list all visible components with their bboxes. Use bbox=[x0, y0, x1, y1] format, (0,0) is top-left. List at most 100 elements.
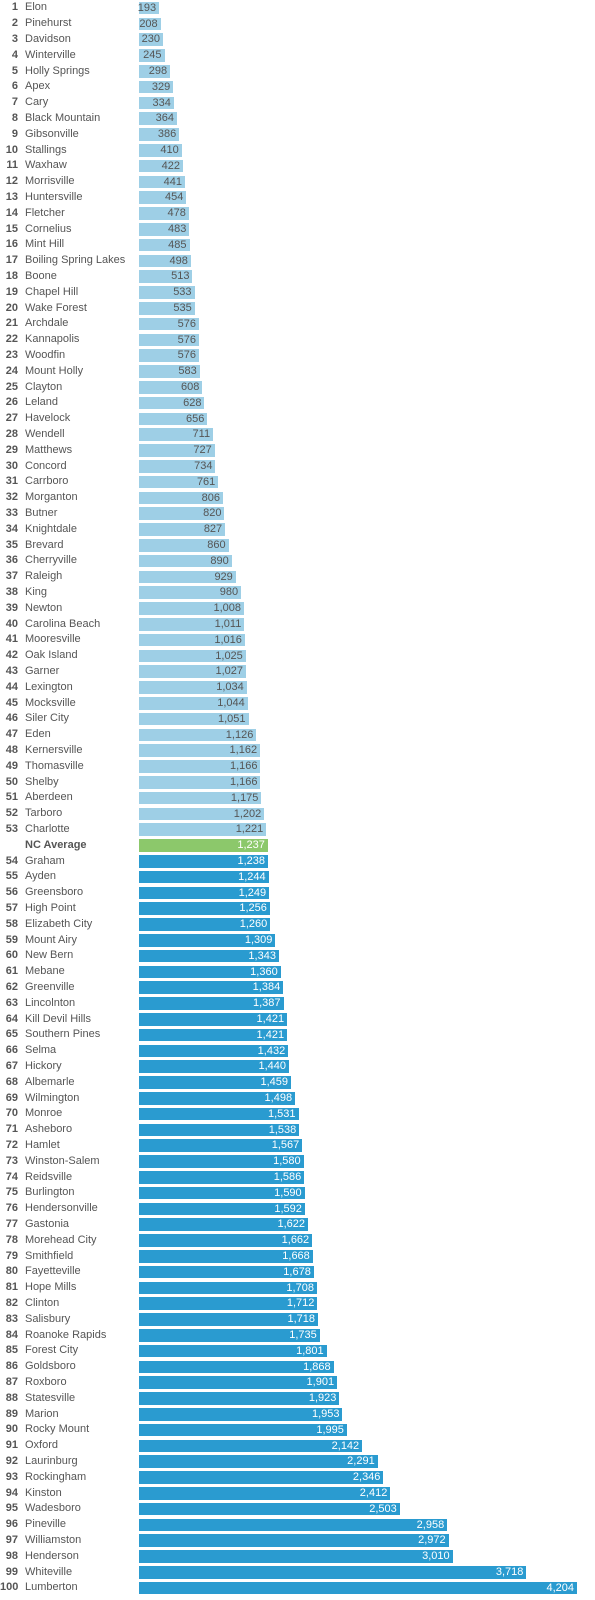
city-row: 55 Ayden 1,244 bbox=[0, 869, 595, 885]
bar bbox=[139, 1439, 363, 1453]
city-row: 36 Cherryville 890 bbox=[0, 553, 595, 569]
bar-value-label: 1,440 bbox=[258, 1060, 287, 1073]
bar-value-label: 608 bbox=[181, 381, 200, 394]
rank-number: 32 bbox=[5, 491, 18, 504]
bar bbox=[139, 934, 276, 947]
bar bbox=[139, 491, 223, 505]
bar-value-label: 2,346 bbox=[352, 1471, 381, 1484]
bar-value-label: 1,801 bbox=[296, 1344, 324, 1357]
city-row: 4 Winterville 245 bbox=[0, 48, 595, 64]
city-name: Carolina Beach bbox=[25, 617, 101, 630]
rank-number: 28 bbox=[5, 427, 18, 440]
city-row: 2 Pinehurst 208 bbox=[0, 16, 595, 32]
rank-number: 8 bbox=[11, 111, 18, 124]
rank-number: 38 bbox=[5, 585, 18, 598]
city-name: Lexington bbox=[25, 680, 73, 693]
rank-number: 60 bbox=[5, 949, 18, 962]
city-row: 22 Kannapolis 576 bbox=[0, 332, 595, 348]
bar-value-label: 1,531 bbox=[267, 1107, 296, 1120]
rank-number: 89 bbox=[5, 1407, 18, 1420]
city-name: Carrboro bbox=[25, 475, 69, 488]
rank-number: 74 bbox=[5, 1170, 18, 1183]
rank-number: 55 bbox=[5, 870, 18, 883]
city-row: 23 Woodfin 576 bbox=[0, 348, 595, 364]
city-name: High Point bbox=[25, 901, 76, 914]
city-row: 68 Albemarle 1,459 bbox=[0, 1075, 595, 1091]
city-name: Chapel Hill bbox=[25, 285, 79, 298]
rank-number: 79 bbox=[5, 1249, 18, 1262]
bar bbox=[139, 1360, 334, 1374]
bar-value-label: 1,126 bbox=[225, 728, 254, 741]
rank-number: 68 bbox=[5, 1075, 18, 1088]
rank-number: 96 bbox=[5, 1518, 18, 1531]
bar bbox=[139, 1139, 303, 1153]
city-name: King bbox=[25, 585, 48, 598]
city-name: Rockingham bbox=[25, 1470, 87, 1483]
city-row: 79 Smithfield 1,668 bbox=[0, 1249, 595, 1265]
bar bbox=[139, 80, 174, 94]
rank-number: 36 bbox=[5, 554, 18, 567]
bar-value-label: 656 bbox=[186, 412, 205, 425]
city-name: Selma bbox=[25, 1044, 57, 1057]
city-name: Waxhaw bbox=[25, 159, 67, 172]
city-name: Cary bbox=[25, 96, 49, 109]
city-row: 9 Gibsonville 386 bbox=[0, 127, 595, 143]
rank-number: 99 bbox=[5, 1565, 18, 1578]
city-row: 40 Carolina Beach 1,011 bbox=[0, 617, 595, 633]
city-row: 8 Black Mountain 364 bbox=[0, 111, 595, 127]
bar-value-label: 1,221 bbox=[235, 823, 264, 836]
city-name: Davidson bbox=[25, 32, 71, 45]
bar bbox=[139, 1297, 318, 1311]
city-name: Butner bbox=[25, 506, 58, 519]
city-row: 93 Rockingham 2,346 bbox=[0, 1470, 595, 1486]
bar-value-label: 1,432 bbox=[257, 1044, 286, 1057]
bar bbox=[139, 1028, 288, 1042]
bar-value-label: 1,309 bbox=[244, 934, 273, 947]
bar bbox=[139, 870, 269, 884]
city-row: 66 Selma 1,432 bbox=[0, 1043, 595, 1059]
rank-number: 43 bbox=[5, 664, 18, 677]
bar bbox=[139, 286, 195, 299]
city-row: 77 Gastonia 1,622 bbox=[0, 1217, 595, 1233]
city-name: Kinston bbox=[25, 1486, 62, 1499]
bar-value-label: 208 bbox=[139, 17, 158, 30]
city-name: Siler City bbox=[25, 712, 70, 725]
bar bbox=[139, 302, 195, 315]
city-name: Hope Mills bbox=[25, 1281, 77, 1294]
city-name: Leland bbox=[25, 396, 59, 409]
city-row: 98 Henderson 3,010 bbox=[0, 1549, 595, 1565]
bar-value-label: 1,868 bbox=[303, 1360, 331, 1373]
bar-value-label: 727 bbox=[193, 444, 212, 457]
city-name: Morrisville bbox=[25, 175, 75, 188]
city-row: 12 Morrisville 441 bbox=[0, 174, 595, 190]
bar-value-label: 513 bbox=[171, 270, 190, 283]
city-row: 46 Siler City 1,051 bbox=[0, 711, 595, 727]
rank-number: 34 bbox=[5, 522, 18, 535]
rank-number: 66 bbox=[5, 1044, 18, 1057]
city-row: 99 Whiteville 3,718 bbox=[0, 1565, 595, 1581]
rank-number: 20 bbox=[5, 301, 18, 314]
rank-number: 65 bbox=[5, 1028, 18, 1041]
bar-value-label: 2,503 bbox=[369, 1502, 397, 1515]
rank-number: 17 bbox=[5, 254, 18, 267]
bar bbox=[139, 65, 171, 78]
city-row: 41 Mooresville 1,016 bbox=[0, 632, 595, 648]
rank-number: 90 bbox=[5, 1423, 18, 1436]
bar bbox=[139, 1250, 313, 1263]
bar-value-label: 576 bbox=[177, 317, 197, 330]
bar-value-label: 1,051 bbox=[217, 712, 246, 725]
city-name: Mint Hill bbox=[25, 238, 65, 251]
rank-number: 14 bbox=[5, 206, 18, 219]
bar-value-label: 3,718 bbox=[495, 1566, 524, 1579]
city-name: Wake Forest bbox=[25, 301, 87, 314]
bar-value-label: 1,166 bbox=[229, 776, 258, 789]
rank-number: 95 bbox=[5, 1502, 18, 1515]
bar bbox=[139, 855, 268, 868]
city-row: 78 Morehead City 1,662 bbox=[0, 1233, 595, 1249]
city-name: New Bern bbox=[25, 949, 74, 962]
city-name: Gastonia bbox=[25, 1217, 70, 1230]
bar bbox=[139, 681, 247, 694]
bar bbox=[139, 981, 284, 995]
rank-number: 58 bbox=[5, 917, 18, 930]
city-row: 54 Graham 1,238 bbox=[0, 854, 595, 870]
